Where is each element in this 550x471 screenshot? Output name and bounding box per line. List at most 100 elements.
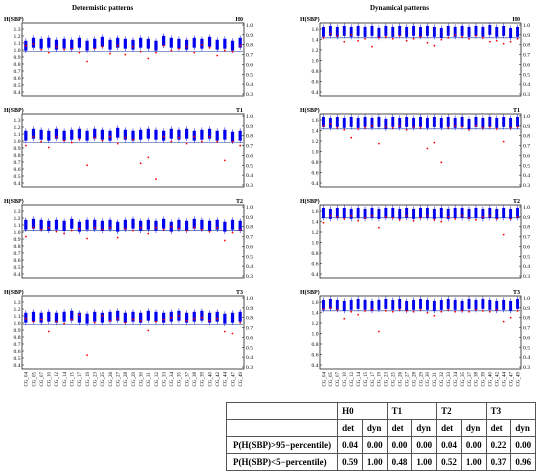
box [412, 208, 416, 219]
data-point [185, 142, 188, 145]
box [474, 299, 478, 310]
box [509, 27, 513, 38]
box [238, 311, 242, 322]
y-tick-label-left: 1.6 [312, 118, 319, 124]
box [100, 129, 104, 140]
data-point [116, 142, 119, 145]
box [223, 38, 227, 49]
panel-det-T2: H(SBP) T21.31.21.11.00.90.80.70.60.50.41.… [4, 198, 253, 280]
box [356, 298, 360, 309]
table-subheader: det [337, 419, 363, 437]
box [39, 38, 43, 49]
box [419, 207, 422, 218]
x-tick-label-right: CG_23 [385, 372, 390, 387]
data-point [447, 36, 450, 39]
data-point [32, 135, 35, 138]
box [335, 26, 339, 37]
x-tick-label-left: CG_19 [86, 372, 91, 387]
box [24, 312, 28, 323]
box [509, 300, 513, 311]
data-point [329, 122, 332, 125]
x-tick-label-right: CG_19 [378, 372, 383, 387]
data-point [447, 126, 450, 129]
data-point [231, 332, 234, 335]
x-tick-label-right: CG_07 [336, 372, 341, 387]
box [419, 116, 422, 127]
data-point [170, 225, 173, 228]
y-tick-label-left: 0.7 [14, 69, 21, 75]
box [363, 116, 367, 127]
box [495, 208, 499, 219]
data-point [364, 37, 366, 40]
data-point [391, 37, 394, 40]
box [439, 27, 443, 38]
box [516, 298, 519, 309]
y-tick-label-left: 0.5 [14, 265, 21, 271]
data-point [24, 144, 27, 147]
box [54, 312, 59, 323]
table-subheader: dyn [411, 419, 438, 437]
table-subheader: det [436, 419, 462, 437]
data-point [55, 45, 58, 48]
box [453, 26, 457, 37]
x-tick-label-left: CG_14 [63, 372, 68, 387]
box [54, 219, 59, 230]
y-tick-label-right: 0.9 [246, 306, 253, 312]
y-tick-label-left: 1.2 [14, 125, 21, 131]
data-point [426, 311, 429, 314]
data-point [63, 48, 66, 51]
box [177, 38, 181, 49]
box [85, 40, 89, 51]
x-tick-label-left: CG_07 [40, 372, 45, 387]
box [39, 312, 43, 323]
box [85, 313, 89, 324]
y-tick-label-right: 0.4 [246, 355, 253, 361]
box [70, 310, 74, 321]
x-tick-label-right: CG_34 [454, 372, 459, 387]
box [370, 300, 374, 311]
box [238, 37, 242, 48]
box [31, 311, 36, 322]
box [215, 39, 219, 50]
box [349, 26, 353, 37]
data-point [412, 219, 415, 222]
y-tick-label-right: 0.7 [523, 53, 530, 59]
box [495, 300, 499, 311]
left-x-axis-labels: CG_04 CG_05 CG_07 CG_10 CG_12 CG_14 CG_15 CG_17… [25, 372, 244, 387]
box [439, 117, 443, 128]
y-tick-label-left: 0.9 [14, 55, 21, 61]
box [460, 116, 464, 127]
data-point [475, 34, 477, 37]
data-point [109, 319, 111, 322]
panel-label: T1 [513, 108, 520, 114]
data-point [516, 37, 519, 40]
data-point [178, 314, 180, 317]
table-row-label: P(H(SBP)>95−percentile) [225, 436, 339, 454]
box [516, 207, 519, 218]
data-point [412, 125, 415, 128]
box [238, 220, 242, 231]
y-tick-label-left: 0.6 [14, 76, 21, 82]
data-point [208, 319, 211, 322]
data-point [371, 214, 373, 217]
y-tick-label-left: 0.5 [14, 174, 21, 180]
x-tick-label-right: CG_27 [405, 372, 410, 387]
y-tick-label-left: 1.0 [14, 48, 21, 54]
y-tick-label-right: 0.3 [523, 183, 530, 189]
y-tick-label-left: 1.2 [14, 307, 21, 313]
panel-label: T3 [513, 290, 520, 296]
box [391, 207, 395, 218]
box [154, 311, 158, 322]
box [139, 37, 143, 48]
box [200, 219, 204, 230]
y-tick-label-right: 0.9 [246, 124, 253, 130]
data-point [70, 318, 73, 321]
box [377, 116, 381, 127]
y-tick-label-right: 0.4 [246, 82, 253, 88]
data-point [32, 320, 35, 323]
box [370, 207, 374, 218]
box [384, 25, 388, 36]
data-point [185, 45, 188, 48]
data-point [433, 218, 436, 221]
y-tick-label-left: 0.4 [312, 363, 319, 369]
